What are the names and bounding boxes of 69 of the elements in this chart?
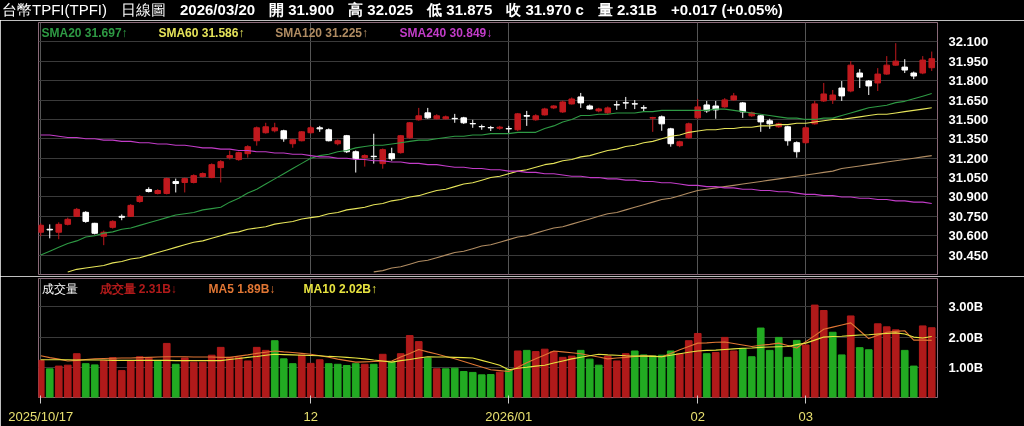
bar (504, 369, 513, 398)
bar (378, 353, 387, 398)
x-tick-label: 02 (690, 408, 705, 424)
candlestick (874, 67, 882, 92)
chart-subtitle: 日線圖 (121, 1, 166, 18)
line-series (40, 322, 933, 373)
y-tick-label: 31.200 (948, 150, 989, 166)
text: SMA20 31.697↑ (41, 25, 128, 40)
y-tick-label: 1.00B (948, 359, 984, 375)
bar (702, 353, 711, 398)
bar (846, 315, 855, 398)
text: SMA240 30.849↓ (399, 25, 493, 40)
text: +0.017 (+0.05%) (670, 1, 783, 18)
text: SMA60 31.586↑ (158, 25, 245, 40)
bar (387, 361, 396, 398)
text: MA10 2.02B↑ (303, 281, 377, 296)
text: 高 32.025 (348, 1, 414, 18)
line-series (67, 107, 933, 273)
y-tick-label: 31.350 (948, 131, 989, 147)
x-tick-label: 2025/10/17 (8, 408, 74, 424)
candlestick (892, 42, 900, 67)
candlestick (928, 51, 936, 72)
text: 開 31.900 (269, 1, 335, 18)
bar (360, 363, 369, 398)
line-series (40, 332, 933, 371)
bar (171, 363, 180, 398)
y-tick-label: 30.450 (948, 247, 989, 263)
y-tick-label: 30.600 (948, 228, 989, 244)
chart-title: 成交量 (41, 281, 78, 296)
line-series (40, 134, 933, 204)
text: 低 31.875 (427, 1, 493, 18)
x-tick-label: 2026/01 (485, 408, 533, 424)
candlestick (352, 149, 360, 174)
line-series (373, 155, 933, 273)
x-tick-label: 03 (798, 408, 813, 424)
text: SMA120 31.225↑ (275, 25, 369, 40)
y-tick-label: 31.500 (948, 111, 989, 127)
bar (162, 342, 171, 398)
bar (513, 350, 522, 398)
bar (45, 368, 54, 398)
y-tick-label: 32.100 (948, 34, 989, 50)
y-tick-label: 31.950 (948, 53, 989, 69)
y-tick-label: 30.900 (948, 189, 989, 205)
text: 成交量 2.31B↓ (98, 281, 177, 296)
bar (369, 363, 378, 398)
candlestick (838, 80, 846, 102)
text: 收 31.970 c (506, 1, 584, 18)
candlestick (883, 55, 891, 76)
candlestick (820, 82, 828, 103)
y-tick-label: 2.00B (948, 329, 984, 345)
chart-title: 台幣TPFI(TPFI) (2, 1, 107, 18)
bar (153, 360, 162, 398)
bar (432, 368, 441, 398)
y-tick-label: 3.00B (948, 299, 984, 315)
y-tick-label: 31.050 (948, 170, 989, 186)
bar (423, 357, 432, 398)
line-series (40, 93, 933, 256)
bar (38, 359, 45, 398)
y-tick-label: 31.650 (948, 92, 989, 108)
text: 量 2.31B (597, 1, 657, 18)
text: 2026/03/20 (180, 1, 256, 18)
bar (522, 349, 531, 398)
x-tick-label: 12 (303, 408, 318, 424)
y-tick-label: 30.750 (948, 208, 989, 224)
bar (495, 371, 504, 398)
candlestick (856, 68, 864, 89)
y-tick-label: 31.800 (948, 73, 989, 89)
text: MA5 1.89B↓ (208, 281, 276, 296)
candlestick (217, 159, 225, 183)
